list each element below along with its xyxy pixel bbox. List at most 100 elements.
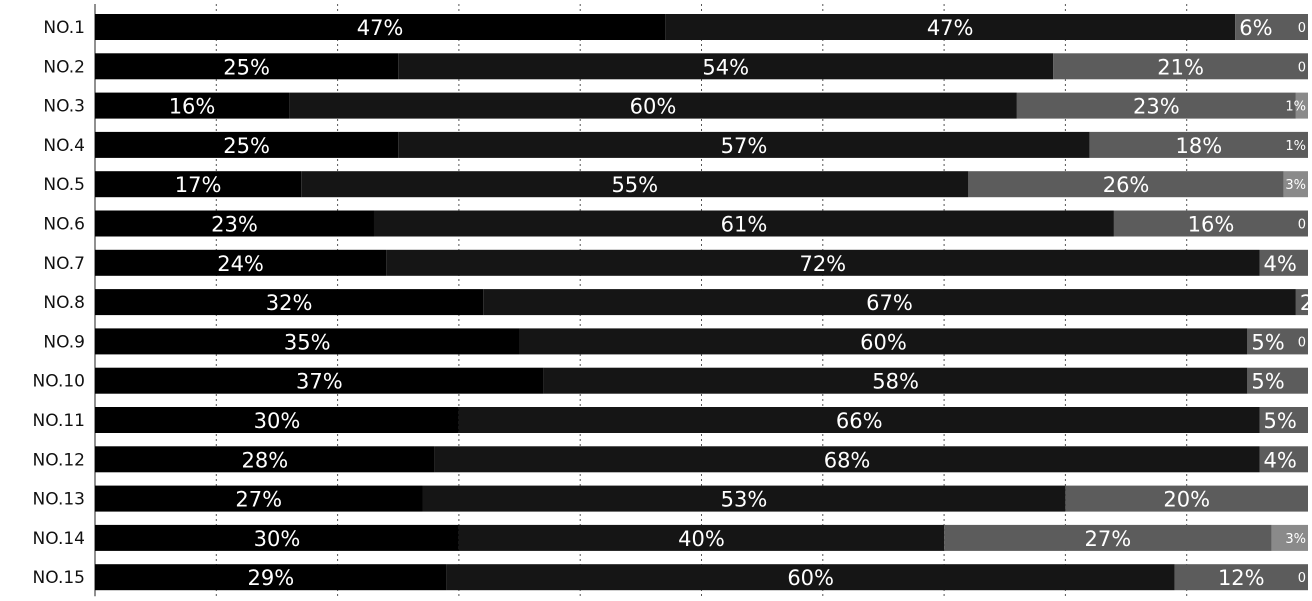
- category-label: NO.15: [33, 568, 85, 588]
- data-label: 47%: [927, 16, 974, 40]
- bar-segment-3: [1053, 53, 1308, 80]
- data-label: 58%: [872, 370, 919, 394]
- data-label: 28%: [241, 448, 288, 472]
- data-label: 47%: [357, 16, 404, 40]
- data-label: 68%: [824, 448, 871, 472]
- data-label: 0: [1298, 21, 1306, 36]
- data-label: 23%: [1133, 95, 1180, 119]
- data-label: 5%: [1251, 330, 1284, 354]
- data-label: 60%: [860, 330, 907, 354]
- bar-segment-2: [289, 92, 1017, 119]
- bar-segment-1: [95, 53, 399, 80]
- category-label: NO.6: [43, 215, 85, 235]
- bar-segment-3: [1065, 485, 1308, 512]
- bar-segment-4: [1271, 524, 1308, 551]
- bar-segment-2: [398, 53, 1054, 80]
- data-label: 27%: [1085, 527, 1132, 551]
- category-label: NO.10: [33, 372, 85, 392]
- data-label: 23%: [211, 213, 258, 237]
- data-label: 4%: [1263, 252, 1296, 276]
- data-label: 0: [1298, 335, 1306, 350]
- data-label: 27%: [235, 488, 282, 512]
- bar-segment-3: [1113, 210, 1308, 237]
- bar-segment-3: [1259, 407, 1308, 433]
- bar-segment-3: [968, 171, 1284, 198]
- bar-segment-3: [944, 524, 1272, 551]
- bar-segment-2: [458, 407, 1260, 433]
- bar-segment-3: [1089, 131, 1308, 158]
- data-label: 12%: [1218, 566, 1265, 590]
- data-label: 0: [1298, 218, 1306, 233]
- bar-segment-4: [1295, 92, 1308, 119]
- data-label: 1%: [1285, 100, 1306, 115]
- data-label: 25%: [223, 134, 270, 158]
- data-label: 35%: [284, 330, 331, 354]
- bar-segment-2: [665, 14, 1236, 40]
- bar-segment-1: [95, 328, 520, 355]
- data-label: 57%: [721, 134, 768, 158]
- category-label: NO.2: [43, 57, 85, 77]
- bar-segment-2: [398, 131, 1090, 158]
- data-label: 60%: [630, 95, 677, 119]
- bar-segment-2: [543, 367, 1248, 394]
- data-label: 67%: [866, 291, 913, 315]
- category-label: NO.12: [33, 450, 85, 470]
- bar-segment-3: [1174, 564, 1308, 591]
- bar-segment-2: [301, 171, 969, 198]
- category-label: NO.1: [43, 18, 85, 38]
- bar-segment-3: [1295, 289, 1308, 316]
- bar-segment-1: [95, 249, 387, 276]
- data-label: 6%: [1239, 16, 1272, 40]
- bar-segment-3: [1247, 367, 1308, 394]
- data-label: 3%: [1285, 178, 1306, 193]
- bars-layer: [95, 14, 1308, 591]
- data-label: 25%: [223, 55, 270, 79]
- data-label: 26%: [1103, 173, 1150, 197]
- data-label: 40%: [678, 527, 725, 551]
- bar-segment-2: [434, 446, 1260, 473]
- category-label: NO.14: [33, 529, 85, 549]
- category-label: NO.8: [43, 293, 85, 313]
- data-label: 16%: [169, 95, 216, 119]
- data-label: 5%: [1263, 409, 1296, 433]
- bar-segment-3: [1235, 14, 1308, 40]
- bar-segment-2: [373, 210, 1114, 237]
- data-label: 0: [1298, 60, 1306, 75]
- bar-segment-1: [95, 446, 435, 473]
- bar-segment-1: [95, 524, 459, 551]
- bar-segment-1: [95, 131, 399, 158]
- data-label: 72%: [799, 252, 846, 276]
- data-label: 3%: [1285, 532, 1306, 547]
- bar-segment-1: [95, 407, 459, 433]
- data-label: 60%: [787, 566, 834, 590]
- data-label: 2%: [1300, 291, 1312, 315]
- data-label: 54%: [702, 55, 749, 79]
- data-label: 24%: [217, 252, 264, 276]
- data-label: 20%: [1163, 488, 1210, 512]
- bar-segment-3: [1259, 249, 1308, 276]
- data-label: 18%: [1175, 134, 1222, 158]
- category-label: NO.11: [33, 411, 85, 431]
- bar-segment-3: [1016, 92, 1296, 119]
- category-label: NO.9: [43, 332, 85, 352]
- data-label: 30%: [254, 527, 301, 551]
- data-label: 55%: [611, 173, 658, 197]
- category-label: NO.4: [43, 136, 85, 156]
- bar-segment-1: [95, 289, 484, 316]
- labels-layer: NO.1 47% 47% 6% 0 NO.2 25% 54% 21% 0 NO.3 16% 60% 23%…: [33, 16, 1312, 590]
- bar-segment-1: [95, 92, 290, 119]
- category-label: NO.13: [33, 490, 85, 510]
- bar-segment-2: [458, 524, 945, 551]
- bar-segment-1: [95, 171, 302, 198]
- data-label: 0: [1298, 571, 1306, 586]
- data-label: 61%: [721, 213, 768, 237]
- bar-segment-1: [95, 367, 544, 394]
- bar-segment-2: [446, 564, 1175, 591]
- category-label: NO.3: [43, 97, 85, 117]
- bar-segment-3: [1247, 328, 1308, 355]
- bar-segment-1: [95, 210, 374, 237]
- data-label: 32%: [266, 291, 313, 315]
- bar-segment-2: [483, 289, 1296, 316]
